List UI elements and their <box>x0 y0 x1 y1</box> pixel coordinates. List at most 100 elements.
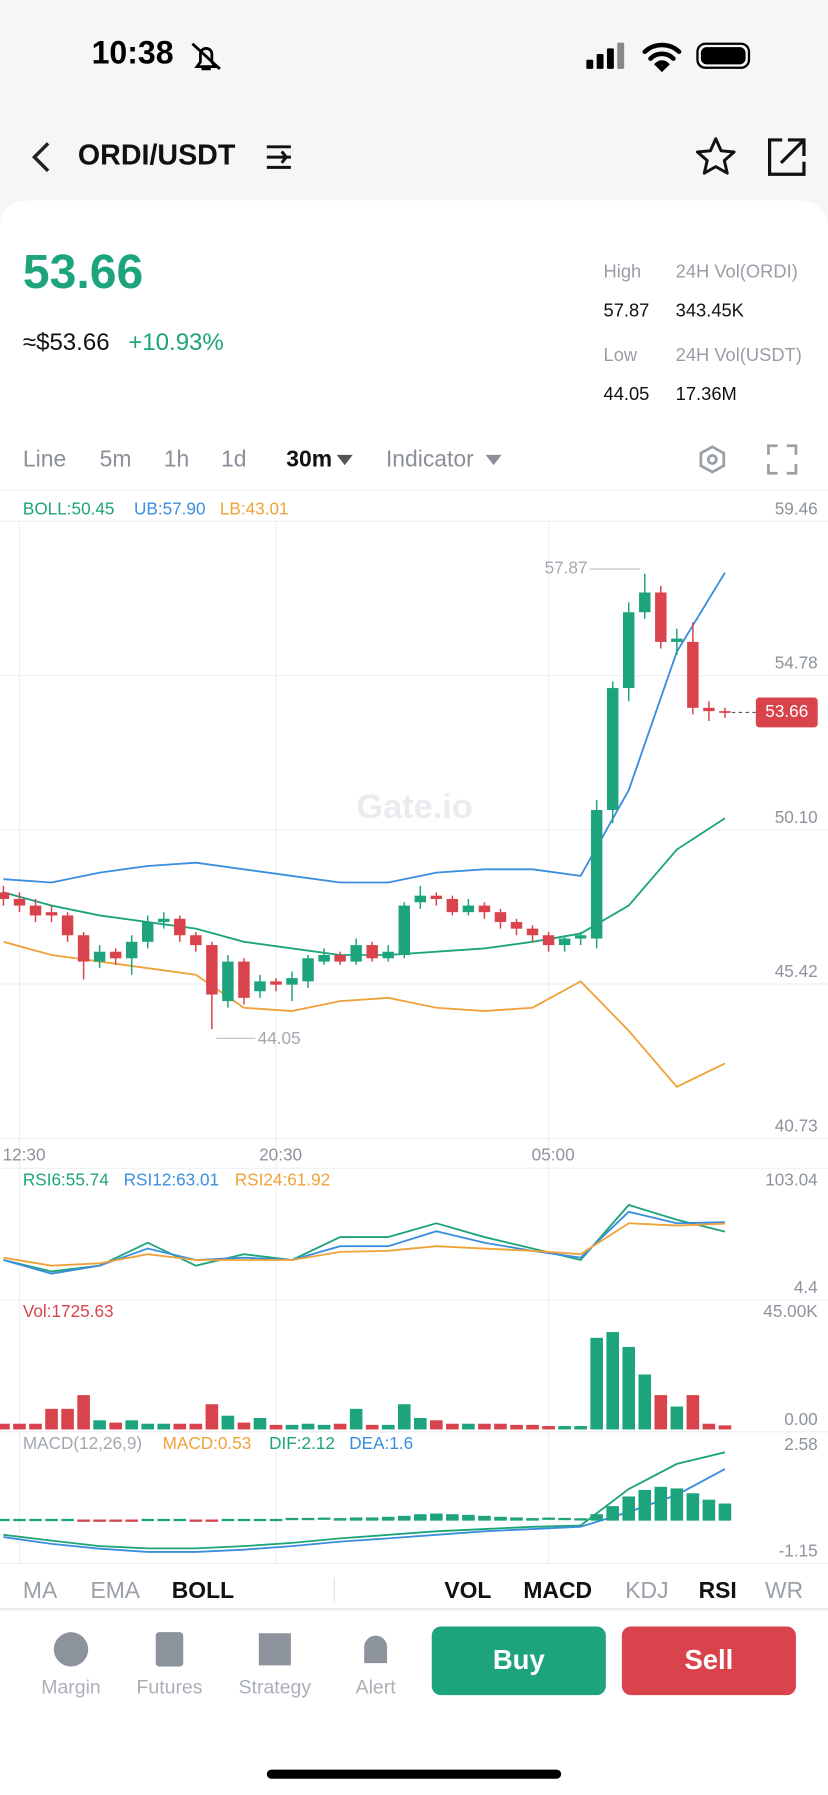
indicator-tab[interactable]: WR <box>765 1577 803 1603</box>
volume-bar <box>93 1420 106 1430</box>
candle-body <box>254 981 266 992</box>
macd-bar <box>301 1517 315 1521</box>
indicator-tab[interactable]: RSI <box>699 1577 737 1603</box>
usd-price: ≈$53.66 <box>23 329 110 356</box>
volume-bar <box>510 1424 523 1430</box>
battery-icon <box>696 42 751 69</box>
candle-body <box>270 981 282 985</box>
boll-line <box>3 817 726 956</box>
volume-bar <box>414 1418 427 1430</box>
volume-bar <box>526 1424 539 1430</box>
macd-line <box>3 1468 726 1553</box>
macd-bar <box>61 1518 74 1522</box>
volume-bar <box>205 1404 219 1430</box>
candle-body <box>590 809 603 939</box>
futures-icon <box>155 1632 184 1667</box>
buy-label[interactable]: Buy <box>493 1644 546 1675</box>
volume-bar <box>446 1423 459 1430</box>
legend-entry: RSI6:55.74 <box>23 1169 109 1189</box>
nav-item[interactable]: Alert <box>356 1676 397 1698</box>
fullscreen-button[interactable] <box>767 444 798 475</box>
macd-line <box>3 1451 726 1550</box>
volume-bar <box>686 1395 700 1430</box>
timeframe-tab[interactable]: 5m <box>100 446 132 472</box>
volume-bar <box>397 1404 411 1430</box>
y-tick-label: 4.4 <box>794 1277 818 1297</box>
share-button[interactable] <box>767 138 806 176</box>
indicator-tab[interactable]: MACD <box>523 1577 592 1603</box>
signal-icon <box>586 42 625 69</box>
candle-body <box>398 905 410 956</box>
legend-entry: DIF:2.12 <box>269 1433 335 1453</box>
y-tick-label: 103.04 <box>765 1169 818 1189</box>
timeframe-tab[interactable]: Line <box>23 446 66 472</box>
timeframe-tab[interactable]: 30m <box>286 446 332 472</box>
indicator-tab[interactable]: EMA <box>90 1577 140 1603</box>
candle-body <box>302 958 314 982</box>
candle-body <box>671 638 683 642</box>
pair-title[interactable]: ORDI/USDT <box>78 140 236 172</box>
volume-bar <box>301 1423 315 1430</box>
last-price-tag <box>755 697 818 728</box>
volume-bar <box>221 1415 235 1430</box>
buy-button[interactable] <box>431 1626 606 1696</box>
candle-body <box>158 918 170 923</box>
rsi-line <box>3 1222 725 1267</box>
volume-bar <box>574 1426 587 1430</box>
settings-button[interactable] <box>699 445 726 474</box>
legend-entry: MACD:0.53 <box>163 1433 252 1453</box>
macd-bar <box>141 1518 155 1522</box>
macd-bar <box>253 1518 267 1522</box>
y-tick-label: 45.00K <box>763 1301 818 1321</box>
macd-bar <box>606 1506 619 1521</box>
sell-label[interactable]: Sell <box>684 1644 733 1675</box>
macd-bar <box>686 1493 700 1521</box>
volume-bar <box>189 1423 203 1430</box>
favorite-button[interactable] <box>695 137 736 175</box>
candle-body <box>478 905 491 913</box>
pair-menu-icon[interactable] <box>266 145 291 169</box>
macd-bar <box>414 1514 427 1521</box>
macd-bar <box>494 1516 507 1521</box>
macd-bar <box>654 1486 668 1521</box>
timeframe-tab[interactable]: Indicator <box>386 446 474 472</box>
volume-bar <box>317 1424 331 1430</box>
stat-value: 17.36M <box>676 383 737 404</box>
volume-bar <box>622 1346 636 1430</box>
y-tick-label: 50.10 <box>775 807 818 827</box>
volume-bar <box>462 1423 475 1430</box>
indicator-tab[interactable]: KDJ <box>625 1577 668 1603</box>
macd-bar <box>670 1488 684 1521</box>
settings-dot <box>706 454 718 465</box>
indicator-tab[interactable]: MA <box>23 1577 58 1603</box>
indicator-tab[interactable]: BOLL <box>172 1577 234 1603</box>
nav-item[interactable]: Futures <box>137 1676 203 1698</box>
indicator-tab[interactable]: VOL <box>444 1577 491 1603</box>
timeframe-tab[interactable]: 1d <box>221 446 246 472</box>
volume-bar <box>173 1423 187 1430</box>
back-button[interactable] <box>31 142 50 173</box>
candle-body <box>719 711 731 713</box>
margin-icon <box>53 1632 89 1667</box>
nav-item[interactable]: Margin <box>41 1676 100 1698</box>
nav-item[interactable]: Strategy <box>239 1676 312 1698</box>
timeframe-tab[interactable]: 1h <box>164 446 189 472</box>
macd-bar <box>237 1518 251 1522</box>
volume-bar <box>702 1423 716 1430</box>
volume-bar <box>0 1423 10 1430</box>
sell-button[interactable] <box>621 1626 796 1696</box>
macd-bar <box>189 1519 203 1522</box>
candle-body <box>558 938 571 946</box>
candle-body <box>238 961 250 998</box>
candle-body <box>142 922 154 942</box>
legend-entry: DEA:1.6 <box>349 1433 413 1453</box>
watermark: Gate.io <box>356 788 472 826</box>
macd-bar <box>381 1516 395 1521</box>
macd-bar <box>462 1514 475 1521</box>
macd-bar <box>269 1518 283 1522</box>
stat-value: 343.45K <box>676 300 745 321</box>
macd-bar <box>0 1518 10 1522</box>
volume-bar <box>109 1422 122 1430</box>
candle-body <box>623 612 635 689</box>
